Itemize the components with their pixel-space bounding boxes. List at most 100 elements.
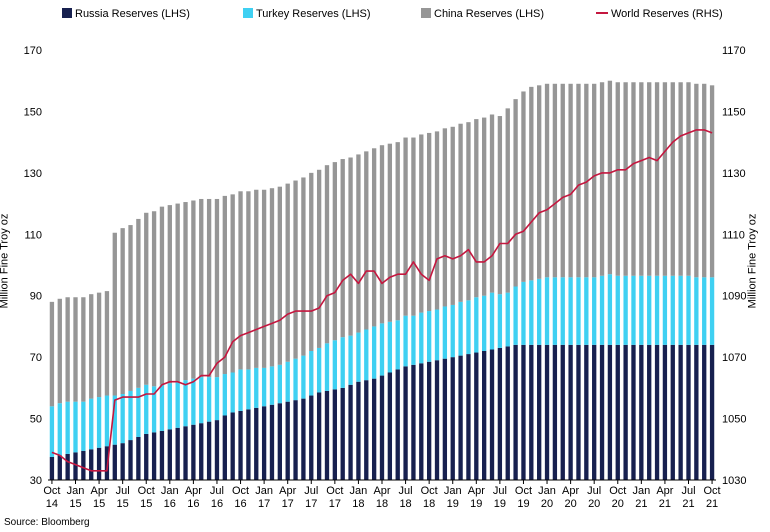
bar-russia bbox=[607, 344, 613, 480]
bar-turkey bbox=[222, 374, 227, 416]
bar-china bbox=[647, 82, 652, 276]
bar-russia bbox=[183, 426, 188, 480]
bar-russia bbox=[89, 449, 94, 480]
left-tick-label: 170 bbox=[24, 45, 42, 57]
bar-russia bbox=[238, 410, 243, 480]
bar-russia bbox=[167, 429, 172, 480]
bar-russia bbox=[489, 349, 495, 480]
bar-russia bbox=[199, 423, 204, 480]
bar-turkey bbox=[136, 387, 141, 437]
bar-turkey bbox=[576, 277, 581, 345]
x-tick-year: 18 bbox=[423, 498, 435, 510]
x-tick-month: Oct bbox=[43, 485, 60, 497]
bar-turkey bbox=[505, 292, 510, 347]
x-tick-year: 19 bbox=[494, 498, 506, 510]
bar-russia bbox=[576, 344, 581, 480]
bar-turkey bbox=[293, 358, 298, 401]
x-tick-year: 20 bbox=[564, 498, 576, 510]
bar-china bbox=[631, 82, 636, 276]
x-tick-year: 21 bbox=[659, 498, 671, 510]
bar-russia bbox=[521, 344, 526, 480]
x-tick-month: Jan bbox=[632, 485, 650, 497]
x-tick-year: 17 bbox=[258, 498, 270, 510]
bar-china bbox=[568, 83, 573, 278]
bar-china bbox=[489, 114, 495, 293]
bar-china bbox=[73, 297, 78, 402]
bar-russia bbox=[261, 406, 267, 480]
bar-china bbox=[159, 206, 165, 385]
x-tick-month: Jul bbox=[116, 485, 130, 497]
bar-turkey bbox=[631, 275, 636, 345]
bar-china bbox=[364, 151, 369, 330]
legend-china-swatch bbox=[421, 8, 431, 18]
x-tick-year: 21 bbox=[635, 498, 647, 510]
x-tick-year: 19 bbox=[447, 498, 459, 510]
bar-turkey bbox=[230, 372, 235, 413]
bar-russia bbox=[73, 452, 78, 480]
bar-turkey bbox=[529, 280, 534, 345]
bar-china bbox=[560, 83, 565, 278]
bar-russia bbox=[434, 360, 440, 480]
y-axis-label-right: Million Fine Troy oz bbox=[746, 213, 759, 309]
bar-russia bbox=[379, 375, 385, 480]
left-tick-label: 130 bbox=[24, 168, 42, 180]
bar-turkey bbox=[568, 277, 573, 345]
bar-turkey bbox=[49, 406, 55, 457]
bar-turkey bbox=[261, 367, 267, 407]
bar-china bbox=[505, 108, 510, 293]
bar-turkey bbox=[537, 278, 542, 345]
bar-turkey bbox=[497, 294, 503, 348]
bar-russia bbox=[592, 344, 597, 480]
bar-turkey bbox=[175, 381, 180, 428]
bar-turkey bbox=[128, 390, 133, 441]
bar-russia bbox=[678, 344, 683, 480]
bar-russia bbox=[246, 409, 251, 480]
bar-turkey bbox=[670, 275, 675, 345]
bar-russia bbox=[57, 455, 62, 480]
x-tick-month: Oct bbox=[232, 485, 249, 497]
bar-china bbox=[537, 85, 542, 279]
bar-turkey bbox=[206, 377, 212, 422]
x-tick-month: Oct bbox=[609, 485, 626, 497]
bar-russia bbox=[324, 390, 330, 480]
world-reserves-polyline bbox=[51, 129, 713, 472]
bar-russia bbox=[301, 398, 306, 480]
right-tick-label: 1150 bbox=[722, 106, 746, 118]
bar-china bbox=[112, 232, 117, 396]
x-tick-year: 16 bbox=[187, 498, 199, 510]
legend-world-swatch bbox=[596, 12, 608, 14]
x-tick-year: 18 bbox=[399, 498, 411, 510]
right-tick-label: 1050 bbox=[722, 414, 746, 426]
left-tick-label: 90 bbox=[30, 291, 42, 303]
bar-russia bbox=[136, 437, 141, 480]
x-tick-month: Oct bbox=[704, 485, 721, 497]
legend: Russia Reserves (LHS) Turkey Reserves (L… bbox=[0, 8, 770, 26]
bar-russia bbox=[387, 372, 393, 480]
bar-turkey bbox=[662, 275, 668, 345]
bar-russia bbox=[631, 344, 636, 480]
bar-china bbox=[426, 132, 432, 312]
bar-turkey bbox=[348, 335, 353, 385]
bar-russia bbox=[442, 358, 448, 480]
bar-china bbox=[411, 137, 416, 316]
bar-russia bbox=[81, 450, 86, 480]
bar-turkey bbox=[647, 275, 652, 345]
bar-turkey bbox=[332, 340, 338, 390]
bar-turkey bbox=[144, 384, 149, 434]
bar-russia bbox=[544, 344, 550, 480]
bar-russia bbox=[230, 412, 235, 480]
right-tick-label: 1030 bbox=[722, 475, 746, 487]
bar-china bbox=[694, 83, 699, 278]
x-tick-month: Jan bbox=[538, 485, 556, 497]
x-tick-month: Jul bbox=[399, 485, 413, 497]
right-tick-label: 1110 bbox=[722, 229, 745, 241]
x-tick-year: 16 bbox=[234, 498, 246, 510]
bar-china bbox=[191, 200, 196, 379]
bar-china bbox=[65, 297, 70, 402]
bar-russia bbox=[159, 430, 165, 480]
bar-russia bbox=[458, 355, 463, 480]
y-axis-label-left: Million Fine Troy oz bbox=[0, 213, 11, 309]
bar-russia bbox=[285, 401, 290, 480]
bar-china bbox=[183, 202, 188, 381]
bar-turkey bbox=[403, 315, 408, 367]
